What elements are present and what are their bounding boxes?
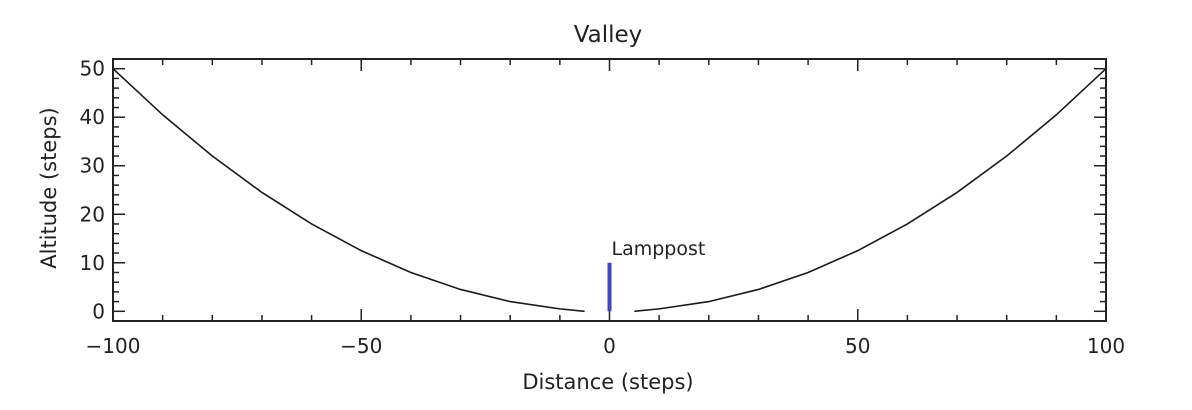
x-axis-ticks xyxy=(112,59,1107,321)
lamppost-label: Lamppost xyxy=(612,238,706,260)
y-tick-label: 20 xyxy=(80,202,105,226)
y-tick-label: 40 xyxy=(80,105,105,129)
x-axis-tick-labels: −100 −50 0 50 100 xyxy=(86,334,1126,358)
series-layer xyxy=(112,68,1107,313)
x-tick-label: −100 xyxy=(86,334,141,358)
y-tick-label: 10 xyxy=(80,251,105,275)
y-tick-label: 30 xyxy=(80,154,105,178)
x-tick-label: 50 xyxy=(845,334,870,358)
y-tick-label: 50 xyxy=(80,57,105,81)
x-tick-label: 0 xyxy=(603,334,616,358)
y-axis-title: Altitude (steps) xyxy=(37,107,61,269)
valley-curve-left xyxy=(112,68,585,313)
x-tick-label: 100 xyxy=(1087,334,1125,358)
chart-title: Valley xyxy=(574,22,643,48)
x-axis-title: Distance (steps) xyxy=(522,370,693,394)
annotation-layer: Lamppost xyxy=(607,238,706,312)
valley-curve-right xyxy=(634,68,1107,313)
y-axis-tick-labels: 0 10 20 30 40 50 xyxy=(80,57,105,324)
y-tick-label: 0 xyxy=(92,299,105,323)
x-tick-label: −50 xyxy=(340,334,382,358)
y-axis-ticks xyxy=(113,58,1106,313)
